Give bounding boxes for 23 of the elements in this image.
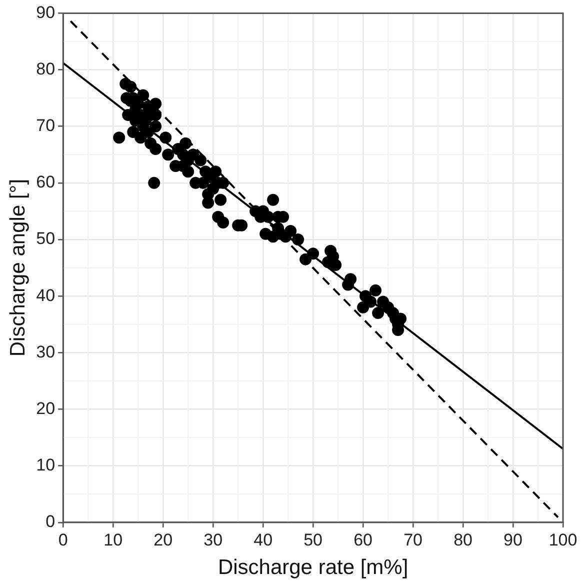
- x-axis-title: Discharge rate [m%]: [218, 556, 408, 580]
- x-tick-label: 50: [304, 530, 323, 550]
- x-tick-label: 90: [504, 530, 522, 550]
- x-tick-label: 40: [254, 530, 273, 550]
- x-tick-label: 10: [104, 530, 123, 550]
- x-tick-label: 70: [404, 530, 422, 550]
- x-tick-label: 60: [354, 530, 373, 550]
- x-tick-label: 20: [154, 530, 173, 550]
- y-tick-label: 10: [36, 456, 56, 475]
- y-tick-label: 50: [36, 229, 56, 248]
- y-tick-label: 90: [36, 2, 56, 22]
- y-tick-label: 70: [36, 116, 56, 136]
- x-tick-label: 100: [548, 530, 578, 550]
- y-tick-label: 80: [36, 59, 56, 78]
- y-tick-label: 30: [36, 342, 56, 362]
- y-tick-label: 60: [36, 172, 56, 192]
- x-tick-label: 0: [58, 530, 68, 550]
- y-tick-label: 20: [36, 398, 56, 418]
- y-tick-label: 0: [46, 512, 56, 532]
- x-tick-label: 30: [204, 530, 223, 550]
- y-tick-label: 40: [36, 286, 56, 305]
- y-axis-title: Discharge angle [°]: [6, 178, 30, 357]
- x-tick-label: 80: [454, 530, 472, 550]
